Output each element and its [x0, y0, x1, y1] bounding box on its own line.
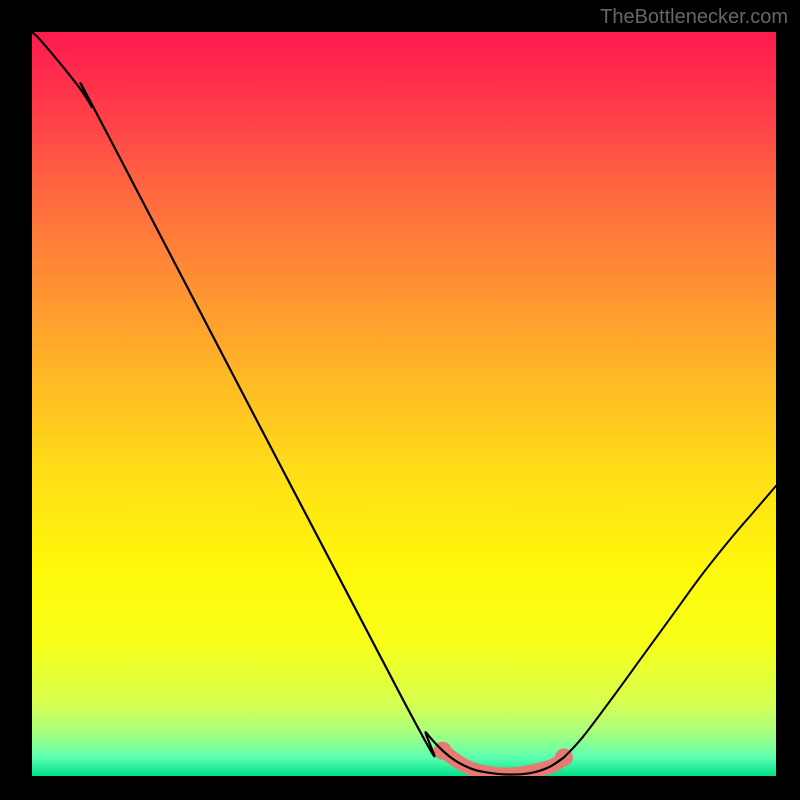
curve-right — [564, 486, 776, 758]
highlight-band — [443, 751, 564, 775]
bottleneck-curve — [32, 32, 776, 776]
plot-region — [32, 32, 776, 776]
plot-area — [32, 32, 776, 776]
curve-left — [32, 32, 564, 775]
attribution-text: TheBottlenecker.com — [600, 6, 788, 29]
